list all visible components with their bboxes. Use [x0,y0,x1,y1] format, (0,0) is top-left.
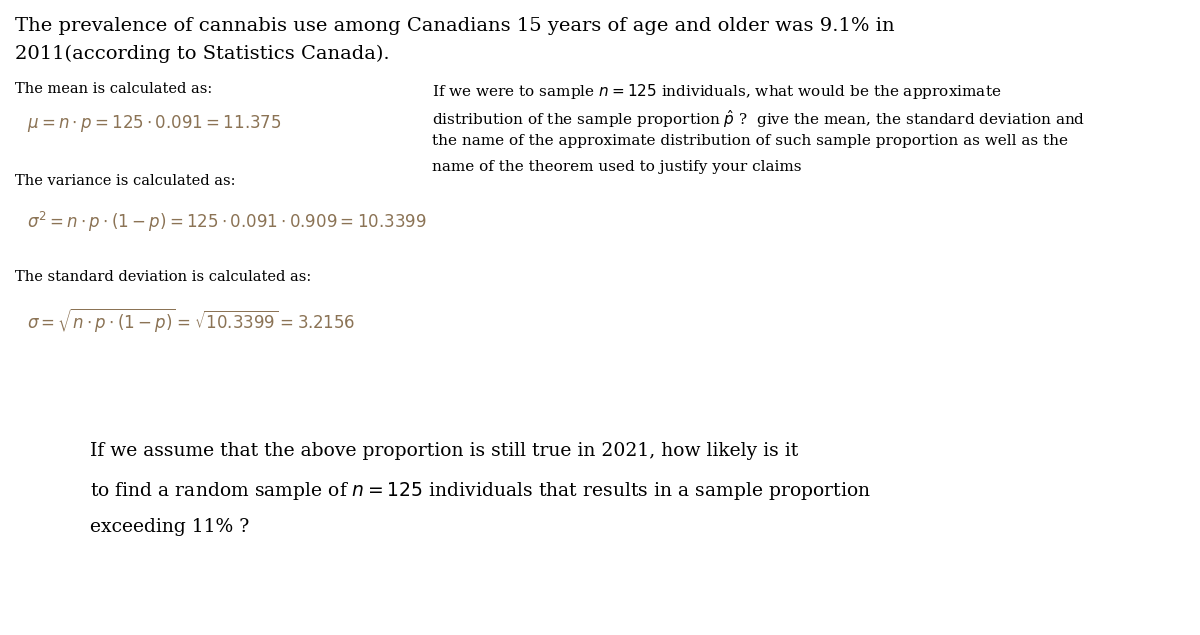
Text: to find a random sample of $n = 125$ individuals that results in a sample propor: to find a random sample of $n = 125$ ind… [90,480,871,502]
Text: If we were to sample $n = 125$ individuals, what would be the approximate: If we were to sample $n = 125$ individua… [432,82,1001,101]
Text: $\mu = n \cdot p = 125 \cdot 0.091 = 11.375$: $\mu = n \cdot p = 125 \cdot 0.091 = 11.… [28,113,282,134]
Text: The standard deviation is calculated as:: The standard deviation is calculated as: [14,270,311,284]
Text: the name of the approximate distribution of such sample proportion as well as th: the name of the approximate distribution… [432,134,1068,148]
Text: The variance is calculated as:: The variance is calculated as: [14,174,235,188]
Text: 2011(according to Statistics Canada).: 2011(according to Statistics Canada). [14,45,390,64]
Text: If we assume that the above proportion is still true in 2021, how likely is it: If we assume that the above proportion i… [90,442,798,460]
Text: name of the theorem used to justify your claims: name of the theorem used to justify your… [432,160,802,174]
Text: exceeding 11% ?: exceeding 11% ? [90,518,250,536]
Text: $\sigma^2 = n \cdot p \cdot (1 - p) = 125 \cdot 0.091 \cdot 0.909 = 10.3399$: $\sigma^2 = n \cdot p \cdot (1 - p) = 12… [28,210,426,234]
Text: $\sigma = \sqrt{n \cdot p \cdot (1 - p)} = \sqrt{10.3399} = 3.2156$: $\sigma = \sqrt{n \cdot p \cdot (1 - p)}… [28,307,355,335]
Text: The mean is calculated as:: The mean is calculated as: [14,82,212,96]
Text: distribution of the sample proportion $\hat{p}$ ?  give the mean, the standard d: distribution of the sample proportion $\… [432,108,1085,130]
Text: The prevalence of cannabis use among Canadians 15 years of age and older was 9.1: The prevalence of cannabis use among Can… [14,17,895,35]
